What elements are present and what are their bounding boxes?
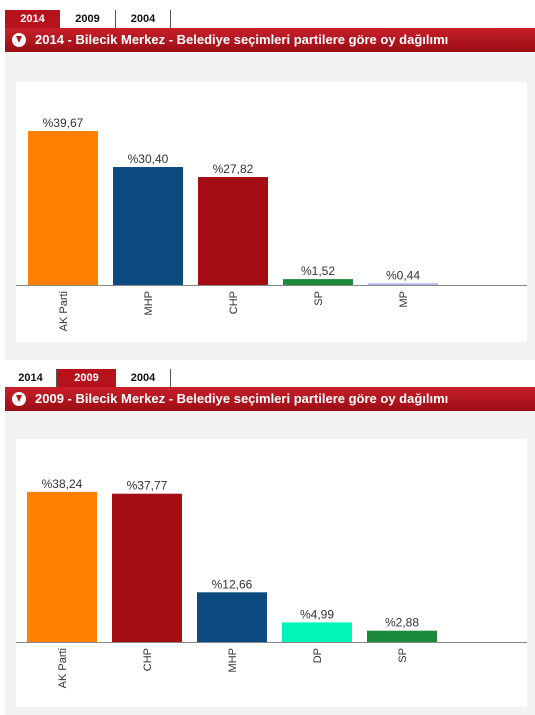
chart-title: 2014 - Bilecik Merkez - Belediye seçimle… xyxy=(35,32,449,47)
bar-dp[interactable] xyxy=(282,622,352,642)
tick-label-ak-parti: AK Parti xyxy=(57,648,69,688)
tab-2014[interactable]: 2014 xyxy=(5,369,57,387)
data-label-ak-parti: %39,67 xyxy=(43,116,84,130)
chart-area: %39,67 AK Parti %30,40 MHP %27,82 CHP %1,52 SP%… xyxy=(16,82,527,342)
chart-area: %38,24 AK Parti %37,77 CHP %12,66 MHP %4,99 DP%… xyxy=(16,439,527,707)
tick-label-chp: CHP xyxy=(228,291,240,314)
tick-label-mp: MP xyxy=(398,291,410,308)
tab-2004[interactable]: 2004 xyxy=(116,10,171,28)
tick-label-ak-parti: AK Parti xyxy=(58,291,70,331)
chart-header: 2009 - Bilecik Merkez - Belediye seçimle… xyxy=(5,387,535,411)
data-label-sp: %1,52 xyxy=(301,264,335,278)
data-label-mhp: %12,66 xyxy=(212,577,253,591)
bar-chart-2014: %39,67 AK Parti %30,40 MHP %27,82 CHP %1,52 SP%… xyxy=(16,116,527,331)
bar-ak-parti[interactable] xyxy=(27,491,97,642)
year-tabs: 2014 2009 2004 xyxy=(5,369,535,387)
bar-chart-2009: %38,24 AK Parti %37,77 CHP %12,66 MHP %4,99 DP%… xyxy=(16,477,527,688)
tab-2009[interactable]: 2009 xyxy=(57,369,116,387)
data-label-ak-parti: %38,24 xyxy=(42,477,83,491)
bar-sp[interactable] xyxy=(367,630,437,642)
tab-2009[interactable]: 2009 xyxy=(60,10,116,28)
bar-mhp[interactable] xyxy=(197,592,267,642)
bar-ak-parti[interactable] xyxy=(28,131,98,285)
bar-mhp[interactable] xyxy=(113,167,183,285)
tab-2014[interactable]: 2014 xyxy=(5,10,60,28)
bar-sp[interactable] xyxy=(283,279,353,285)
tick-label-dp: DP xyxy=(312,648,324,663)
chart-panel-2014: 2014 2009 2004 2014 - Bilecik Merkez - B… xyxy=(5,10,535,360)
download-arrow-icon[interactable] xyxy=(12,33,26,47)
data-label-chp: %37,77 xyxy=(127,479,168,493)
chart-header: 2014 - Bilecik Merkez - Belediye seçimle… xyxy=(5,28,535,52)
download-arrow-icon[interactable] xyxy=(12,392,26,406)
data-label-mhp: %30,40 xyxy=(128,152,169,166)
bar-chp[interactable] xyxy=(198,177,268,285)
tick-label-mhp: MHP xyxy=(227,648,239,672)
tab-2004[interactable]: 2004 xyxy=(116,369,171,387)
data-label-chp: %27,82 xyxy=(213,162,254,176)
chart-title: 2009 - Bilecik Merkez - Belediye seçimle… xyxy=(35,391,449,406)
tick-label-mhp: MHP xyxy=(143,291,155,315)
bar-mp[interactable] xyxy=(368,283,438,285)
data-label-dp: %4,99 xyxy=(300,607,334,621)
data-label-mp: %0,44 xyxy=(386,268,420,282)
tick-label-sp: SP xyxy=(397,648,409,663)
chart-body: %39,67 AK Parti %30,40 MHP %27,82 CHP %1,52 SP%… xyxy=(5,52,535,360)
bar-chp[interactable] xyxy=(112,493,182,642)
data-label-sp: %2,88 xyxy=(385,616,419,630)
chart-panel-2009: 2014 2009 2004 2009 - Bilecik Merkez - B… xyxy=(5,369,535,715)
tick-label-chp: CHP xyxy=(142,648,154,671)
year-tabs: 2014 2009 2004 xyxy=(5,10,535,28)
tick-label-sp: SP xyxy=(313,291,325,306)
chart-body: %38,24 AK Parti %37,77 CHP %12,66 MHP %4,99 DP%… xyxy=(5,411,535,715)
